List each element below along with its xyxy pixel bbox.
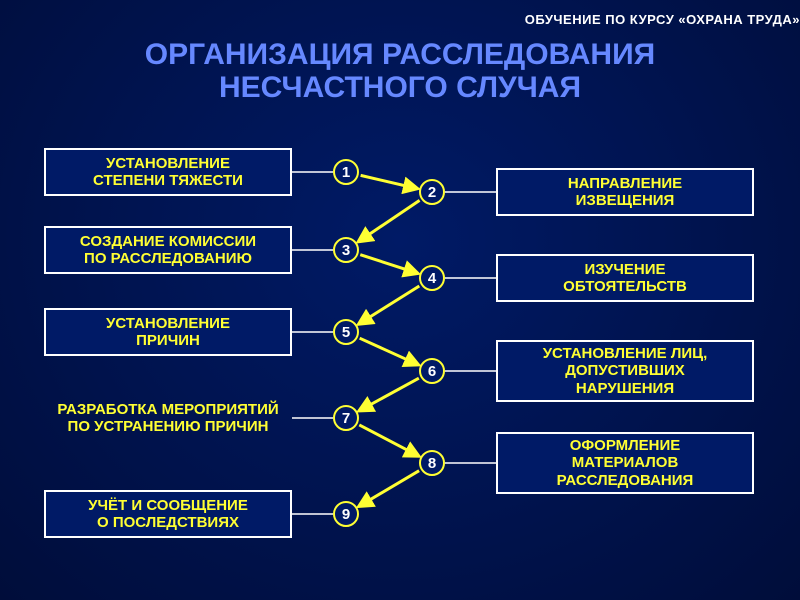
step-box-label: ОФОРМЛЕНИЕМАТЕРИАЛОВРАССЛЕДОВАНИЯ: [557, 437, 694, 489]
step-box-1: УСТАНОВЛЕНИЕСТЕПЕНИ ТЯЖЕСТИ: [44, 148, 292, 196]
step-number-9: 9: [333, 501, 359, 527]
step-box-label: РАЗРАБОТКА МЕРОПРИЯТИЙПО УСТРАНЕНИЮ ПРИЧ…: [57, 401, 278, 436]
step-box-7: РАЗРАБОТКА МЕРОПРИЯТИЙПО УСТРАНЕНИЮ ПРИЧ…: [44, 394, 292, 442]
step-number-4: 4: [419, 265, 445, 291]
step-number-3: 3: [333, 237, 359, 263]
step-box-3: СОЗДАНИЕ КОМИССИИПО РАССЛЕДОВАНИЮ: [44, 226, 292, 274]
title-line-2: НЕСЧАСТНОГО СЛУЧАЯ: [0, 71, 800, 104]
step-number-6: 6: [419, 358, 445, 384]
step-box-2: НАПРАВЛЕНИЕИЗВЕЩЕНИЯ: [496, 168, 754, 216]
step-number-5: 5: [333, 319, 359, 345]
step-number-7: 7: [333, 405, 359, 431]
step-number-1: 1: [333, 159, 359, 185]
step-box-6: УСТАНОВЛЕНИЕ ЛИЦ,ДОПУСТИВШИХНАРУШЕНИЯ: [496, 340, 754, 402]
slide-title: ОРГАНИЗАЦИЯ РАССЛЕДОВАНИЯ НЕСЧАСТНОГО СЛ…: [0, 38, 800, 104]
step-box-8: ОФОРМЛЕНИЕМАТЕРИАЛОВРАССЛЕДОВАНИЯ: [496, 432, 754, 494]
step-box-label: УСТАНОВЛЕНИЕСТЕПЕНИ ТЯЖЕСТИ: [93, 155, 243, 190]
step-number-2: 2: [419, 179, 445, 205]
step-box-label: НАПРАВЛЕНИЕИЗВЕЩЕНИЯ: [568, 175, 682, 210]
step-box-label: УСТАНОВЛЕНИЕ ЛИЦ,ДОПУСТИВШИХНАРУШЕНИЯ: [543, 345, 708, 397]
step-box-4: ИЗУЧЕНИЕОБТОЯТЕЛЬСТВ: [496, 254, 754, 302]
title-line-1: ОРГАНИЗАЦИЯ РАССЛЕДОВАНИЯ: [0, 38, 800, 71]
step-box-label: ИЗУЧЕНИЕОБТОЯТЕЛЬСТВ: [563, 261, 687, 296]
step-box-label: СОЗДАНИЕ КОМИССИИПО РАССЛЕДОВАНИЮ: [80, 233, 256, 268]
step-box-label: УЧЁТ И СООБЩЕНИЕО ПОСЛЕДСТВИЯХ: [88, 497, 248, 532]
step-box-9: УЧЁТ И СООБЩЕНИЕО ПОСЛЕДСТВИЯХ: [44, 490, 292, 538]
course-header: ОБУЧЕНИЕ ПО КУРСУ «ОХРАНА ТРУДА»: [525, 12, 800, 27]
step-box-label: УСТАНОВЛЕНИЕПРИЧИН: [106, 315, 230, 350]
step-number-8: 8: [419, 450, 445, 476]
step-box-5: УСТАНОВЛЕНИЕПРИЧИН: [44, 308, 292, 356]
